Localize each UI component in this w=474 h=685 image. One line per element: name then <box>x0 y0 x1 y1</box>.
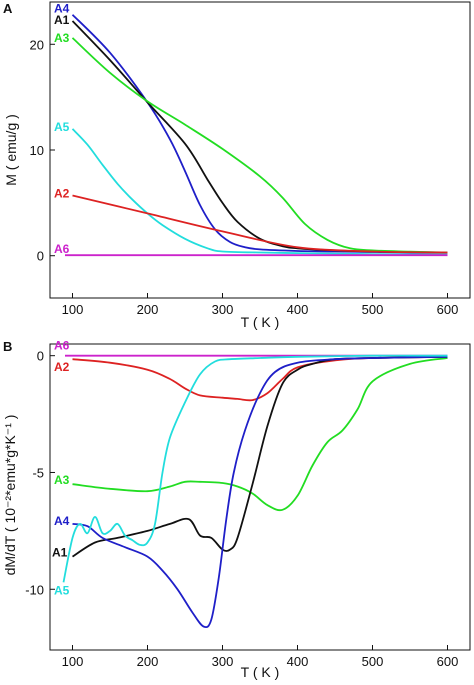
series-label-a2: A2 <box>54 186 70 200</box>
panel-a-label: A <box>3 1 13 16</box>
series-line-a1 <box>72 355 448 558</box>
series-label-a3: A3 <box>54 31 70 45</box>
series-line-a1 <box>71 20 448 254</box>
x-tick-label: 300 <box>212 654 234 669</box>
y-tick-label: 20 <box>30 37 44 52</box>
panel-b-label: B <box>3 339 12 354</box>
panel-a: A M ( emu/g ) T ( K ) 100 200 300 400 500 600… <box>3 1 471 330</box>
series-line-a4 <box>72 355 448 629</box>
x-tick-label: 200 <box>137 302 159 317</box>
panel-b-series-group: A6 A2 A3 A1 A4 A5 <box>52 339 448 629</box>
x-tick-label: 400 <box>287 302 309 317</box>
series-label-a4: A4 <box>54 514 70 528</box>
series-label-a3: A3 <box>54 473 70 487</box>
panel-a-ticks: 100 200 300 400 500 600 0 10 20 <box>30 37 459 317</box>
x-tick-label: 200 <box>137 654 159 669</box>
panel-a-y-axis-label: M ( emu/g ) <box>3 114 19 186</box>
x-tick-label: 500 <box>362 302 384 317</box>
y-tick-label: 10 <box>30 143 44 158</box>
panel-b-ticks: 100 200 300 400 500 600 0 -5 -10 <box>25 349 458 669</box>
x-tick-label: 600 <box>437 302 459 317</box>
series-label-a5: A5 <box>54 120 70 134</box>
series-label-a5: A5 <box>54 583 70 597</box>
x-tick-label: 500 <box>362 654 384 669</box>
y-tick-label: -5 <box>32 465 44 480</box>
panel-b-x-axis-label: T ( K ) <box>241 664 280 680</box>
x-tick-label: 400 <box>287 654 309 669</box>
x-tick-label: 300 <box>212 302 234 317</box>
series-line-a3 <box>72 357 448 512</box>
series-label-a2: A2 <box>54 360 70 374</box>
y-tick-label: 0 <box>37 249 44 264</box>
x-tick-label: 100 <box>62 302 84 317</box>
series-label-a4: A4 <box>54 2 70 16</box>
series-label-a1: A1 <box>52 546 68 560</box>
panel-b: B dM/dT ( 10⁻²*emu*g*K⁻¹ ) T ( K ) 100 20… <box>2 339 471 680</box>
series-line-a2 <box>72 355 448 402</box>
series-line-a3 <box>71 37 448 254</box>
series-label-a6: A6 <box>54 339 70 353</box>
series-line-a5 <box>62 354 448 583</box>
x-tick-label: 100 <box>62 654 84 669</box>
panel-a-x-axis-label: T ( K ) <box>241 314 280 330</box>
series-line-a2 <box>72 194 448 254</box>
series-label-a1: A1 <box>54 13 70 27</box>
panel-b-frame <box>49 343 471 651</box>
series-label-a6: A6 <box>54 242 70 256</box>
y-tick-label: 0 <box>37 349 44 364</box>
x-tick-label: 600 <box>437 654 459 669</box>
panel-b-y-axis-label: dM/dT ( 10⁻²*emu*g*K⁻¹ ) <box>2 415 18 576</box>
series-line-a4 <box>71 14 448 254</box>
series-line-a5 <box>71 128 448 256</box>
y-tick-label: -10 <box>25 582 44 597</box>
